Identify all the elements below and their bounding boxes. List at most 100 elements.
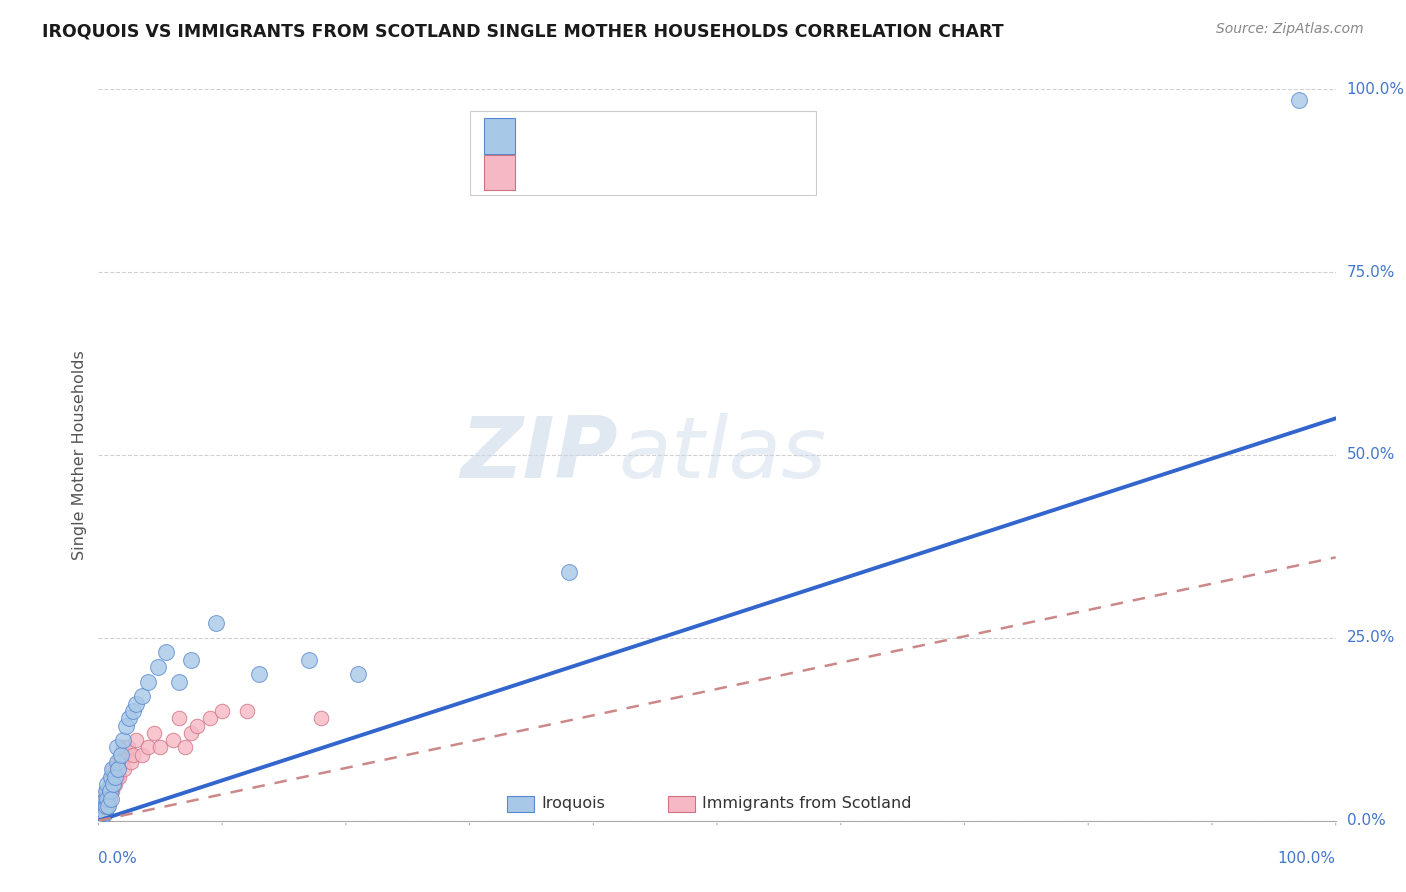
Point (105, 755, 128, 769)
Point (1288, 93, 1310, 107)
Point (103, 770, 125, 784)
Text: 25.0%: 25.0% (1347, 631, 1395, 645)
Point (101, 784, 124, 798)
Point (146, 660, 169, 674)
Point (103, 777, 125, 791)
Point (211, 704, 233, 718)
Point (97, 784, 120, 798)
Point (105, 740, 128, 755)
Point (91, 806, 114, 821)
Point (91, 803, 114, 817)
Point (101, 763, 124, 777)
Text: R = 0.732    N = 38: R = 0.732 N = 38 (524, 127, 700, 145)
Point (131, 747, 153, 762)
Y-axis label: Single Mother Households: Single Mother Households (72, 350, 87, 560)
Text: atlas: atlas (619, 413, 827, 497)
Point (122, 747, 145, 762)
Point (90, 810, 112, 824)
Point (298, 653, 321, 667)
Text: IROQUOIS VS IMMIGRANTS FROM SCOTLAND SINGLE MOTHER HOUSEHOLDS CORRELATION CHART: IROQUOIS VS IMMIGRANTS FROM SCOTLAND SIN… (42, 22, 1004, 40)
Point (96, 777, 118, 791)
Point (247, 667, 270, 681)
Point (205, 616, 228, 631)
Point (94, 799, 117, 814)
Point (112, 740, 135, 755)
Point (93, 806, 115, 821)
Point (94, 799, 117, 814)
Point (131, 690, 153, 704)
Point (103, 763, 125, 777)
Point (104, 763, 127, 777)
Point (93, 799, 115, 814)
Point (93, 791, 115, 805)
Point (347, 667, 370, 681)
Text: R = 0.272    N = 52: R = 0.272 N = 52 (524, 163, 700, 182)
Point (100, 784, 122, 798)
Point (155, 645, 177, 659)
FancyBboxPatch shape (470, 112, 815, 195)
Point (180, 726, 202, 740)
Point (309, 711, 332, 725)
Point (124, 733, 146, 747)
Point (557, 565, 579, 579)
Point (90, 806, 112, 821)
FancyBboxPatch shape (506, 796, 534, 812)
Point (186, 718, 208, 732)
Point (167, 674, 190, 689)
Point (93, 806, 115, 821)
Point (122, 704, 145, 718)
Point (93, 806, 115, 821)
Point (100, 770, 122, 784)
Point (180, 653, 202, 667)
Point (96, 799, 118, 814)
Point (136, 674, 159, 689)
Point (93, 799, 115, 814)
FancyBboxPatch shape (485, 119, 516, 153)
Point (91, 810, 114, 824)
Text: Source: ZipAtlas.com: Source: ZipAtlas.com (1216, 22, 1364, 37)
Text: 50.0%: 50.0% (1347, 448, 1395, 462)
Text: 100.0%: 100.0% (1347, 82, 1405, 96)
Point (114, 718, 136, 732)
Text: 0.0%: 0.0% (1347, 814, 1385, 828)
Point (96, 791, 118, 805)
Point (97, 799, 120, 814)
Point (93, 791, 115, 805)
Point (96, 791, 118, 805)
Point (107, 755, 129, 769)
Point (93, 799, 115, 814)
Text: Immigrants from Scotland: Immigrants from Scotland (702, 797, 911, 812)
Point (93, 806, 115, 821)
Point (198, 711, 221, 725)
Point (91, 799, 114, 814)
Text: 100.0%: 100.0% (1278, 851, 1336, 866)
Point (143, 726, 166, 740)
Point (136, 740, 159, 755)
Point (120, 755, 142, 769)
Point (112, 763, 135, 777)
Point (118, 711, 141, 725)
Point (162, 733, 184, 747)
Point (110, 755, 132, 769)
Point (108, 770, 131, 784)
Point (94, 791, 117, 805)
Point (100, 791, 122, 805)
FancyBboxPatch shape (668, 796, 695, 812)
FancyBboxPatch shape (485, 155, 516, 190)
Text: Iroquois: Iroquois (541, 797, 605, 812)
Point (98, 777, 121, 791)
Point (103, 777, 125, 791)
Text: 0.0%: 0.0% (98, 851, 138, 866)
Point (96, 784, 118, 798)
Point (236, 704, 259, 718)
Point (94, 784, 117, 798)
Point (89, 810, 111, 824)
Text: ZIP: ZIP (460, 413, 619, 497)
Point (90, 810, 112, 824)
Point (124, 697, 146, 711)
Point (100, 770, 122, 784)
Point (110, 747, 132, 762)
Point (105, 770, 128, 784)
Point (112, 733, 135, 747)
Point (97, 799, 120, 814)
